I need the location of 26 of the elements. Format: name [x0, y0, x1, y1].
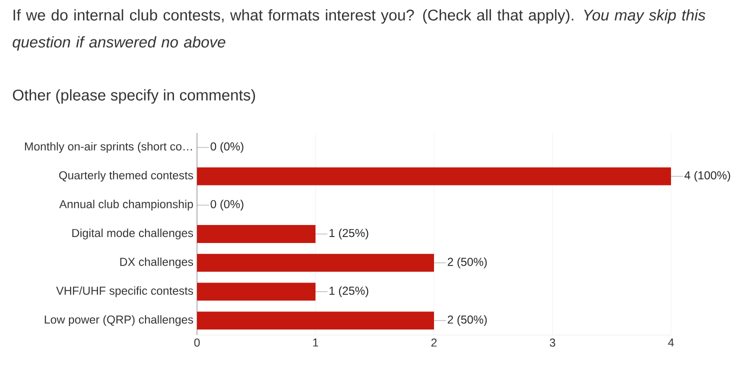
- bar: [197, 254, 434, 272]
- x-tick-label: 2: [431, 338, 437, 347]
- y-tick-label: Quarterly themed contests: [59, 170, 194, 182]
- y-tick-label: Low power (QRP) challenges: [44, 315, 194, 326]
- data-label: 0 (0%): [210, 200, 244, 210]
- bar: [197, 282, 316, 301]
- y-tick-label: Monthly on-air sprints (short co…: [25, 142, 192, 153]
- y-tick-label: DX challenges: [120, 258, 194, 268]
- bar: [197, 312, 434, 330]
- y-tick-label: Annual club championship: [59, 200, 193, 211]
- chart-title: If we do internal club contests, what formats interest you? (Check all that apply). You may skip this question if answered no above: [12, 9, 706, 51]
- data-label: 4 (100%): [684, 170, 730, 182]
- x-tick-label: 1: [313, 338, 318, 346]
- data-label: 2 (50%): [448, 315, 487, 326]
- bar: [197, 225, 316, 243]
- data-label: 1 (25%): [330, 286, 368, 298]
- data-label: 0 (0%): [210, 142, 244, 153]
- y-tick-label: Digital mode challenges: [72, 228, 194, 240]
- x-tick-label: 4: [668, 338, 674, 346]
- chart-subtitle: Other (please specify in comments): [12, 89, 255, 104]
- y-tick-label: VHF/UHF specific contests: [56, 286, 194, 298]
- x-tick-label: 0: [194, 338, 200, 347]
- bar: [197, 167, 672, 186]
- x-tick-label: 3: [550, 338, 556, 347]
- data-label: 2 (50%): [448, 258, 487, 268]
- data-label: 1 (25%): [330, 228, 368, 240]
